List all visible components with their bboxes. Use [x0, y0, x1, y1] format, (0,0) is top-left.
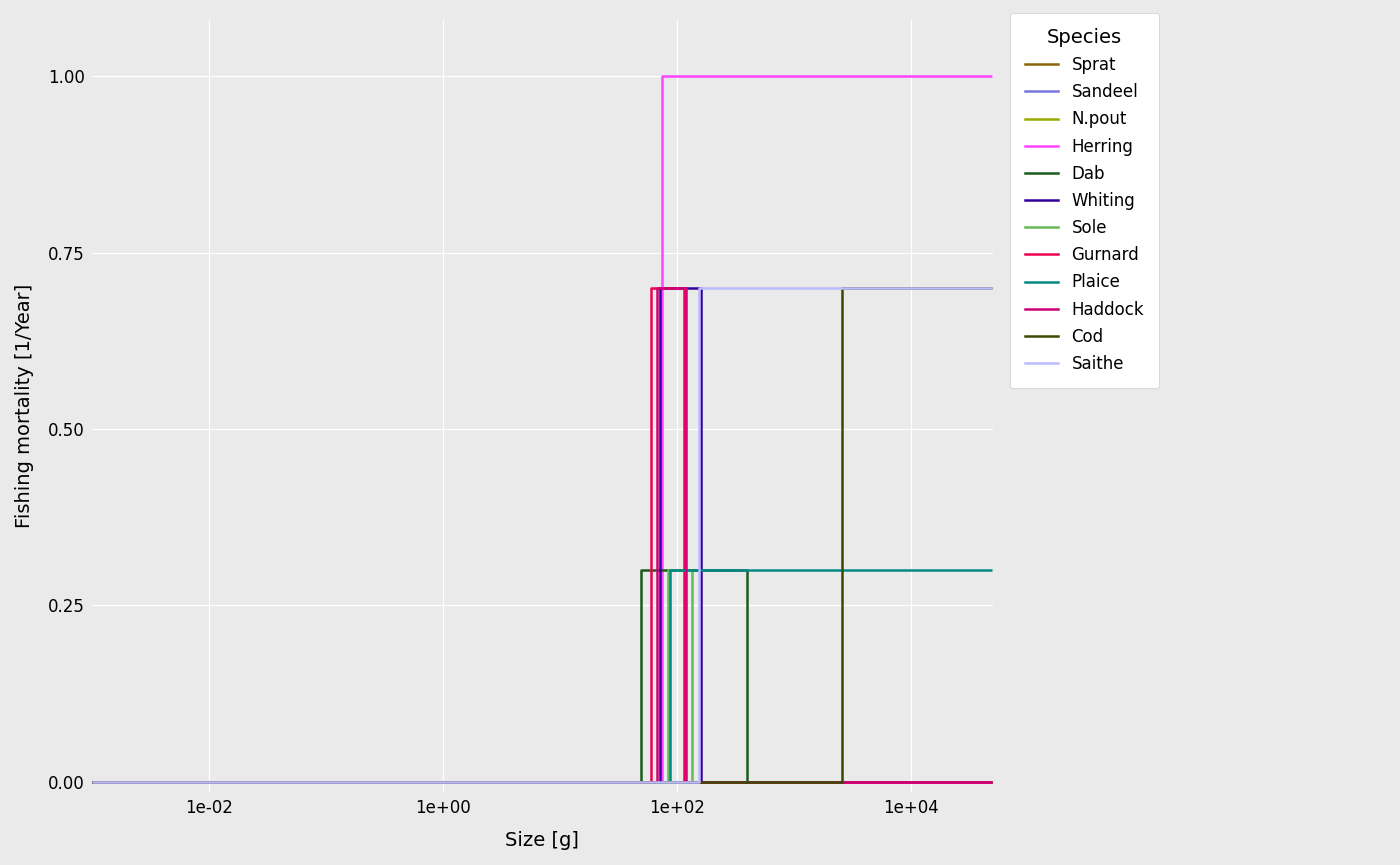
- Y-axis label: Fishing mortality [1/Year]: Fishing mortality [1/Year]: [15, 284, 34, 529]
- Legend: Sprat, Sandeel, N.pout, Herring, Dab, Whiting, Sole, Gurnard, Plaice, Haddock, C: Sprat, Sandeel, N.pout, Herring, Dab, Wh…: [1009, 13, 1159, 388]
- X-axis label: Size [g]: Size [g]: [505, 831, 580, 850]
